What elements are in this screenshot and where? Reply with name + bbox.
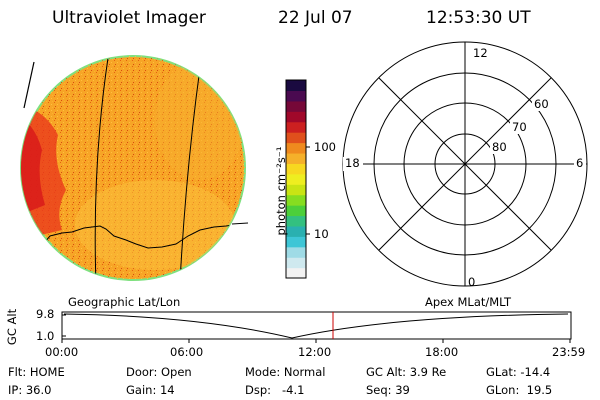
- colorbar-band: [286, 132, 306, 144]
- timeline-left-label: Geographic Lat/Lon: [68, 295, 181, 309]
- time-label: 12:53:30 UT: [426, 8, 531, 28]
- info-door: Door: Open: [126, 365, 192, 379]
- colorbar-label: photon cm⁻²s⁻¹: [274, 146, 288, 236]
- timeline-tick-2359: 23:59: [552, 345, 586, 359]
- uv-earth-image: [20, 55, 249, 281]
- colorbar-band: [286, 173, 306, 185]
- colorbar-band: [286, 142, 306, 154]
- info-gc-alt: GC Alt: 3.9 Re: [366, 365, 447, 379]
- timeline-y-axis-label: GC Alt: [5, 308, 20, 346]
- info-ip: IP: 36.0: [8, 383, 52, 397]
- colorbar-tick-10: 10: [314, 227, 329, 241]
- colorbar-band: [286, 184, 306, 196]
- timeline-tick-0000: 00:00: [45, 345, 79, 359]
- info-mode: Mode: Normal: [245, 365, 326, 379]
- info-flt: Flt: HOME: [8, 365, 65, 379]
- info-glon: GLon: 19.5: [486, 383, 553, 397]
- timeline-tick-0600: 06:00: [170, 345, 204, 359]
- colorbar-band: [286, 236, 306, 248]
- timeline-tick-1800: 18:00: [425, 345, 459, 359]
- polar-label-70: 70: [512, 120, 527, 134]
- colorbar-band: [286, 257, 306, 269]
- polar-plot: [342, 41, 588, 287]
- polar-label-12: 12: [473, 46, 488, 60]
- polar-label-0: 0: [468, 275, 476, 289]
- polar-label-80: 80: [492, 140, 507, 154]
- colorbar-band: [286, 152, 306, 164]
- colorbar-band: [286, 215, 306, 227]
- info-glat: GLat: -14.4: [486, 365, 551, 379]
- info-gain: Gain: 14: [126, 383, 175, 397]
- colorbar-tick-100: 100: [314, 140, 336, 154]
- colorbar-band: [286, 163, 306, 175]
- colorbar-frame: [285, 79, 307, 279]
- polar-label-6: 6: [576, 156, 584, 170]
- colorbar-band: [286, 80, 306, 92]
- info-dsp: Dsp: -4.1: [245, 383, 305, 397]
- colorbar-band: [286, 267, 306, 279]
- polar-label-18: 18: [345, 156, 360, 170]
- colorbar-band: [286, 205, 306, 217]
- polar-label-60: 60: [534, 97, 549, 111]
- timeline-y-min: 1.0: [36, 329, 55, 343]
- colorbar-band: [286, 225, 306, 237]
- date-label: 22 Jul 07: [278, 8, 353, 28]
- colorbar-band: [286, 121, 306, 133]
- timeline-plot: [61, 311, 572, 343]
- colorbar-band: [286, 100, 306, 112]
- timeline-right-label: Apex MLat/MLT: [425, 295, 512, 309]
- colorbar-band: [286, 194, 306, 206]
- colorbar: [286, 80, 306, 279]
- app-title: Ultraviolet Imager: [52, 8, 206, 28]
- colorbar-band: [286, 90, 306, 102]
- colorbar-band: [286, 246, 306, 258]
- timeline-y-max: 9.8: [36, 307, 55, 321]
- timeline-tick-1200: 12:00: [298, 345, 332, 359]
- info-seq: Seq: 39: [366, 383, 410, 397]
- colorbar-band: [286, 111, 306, 123]
